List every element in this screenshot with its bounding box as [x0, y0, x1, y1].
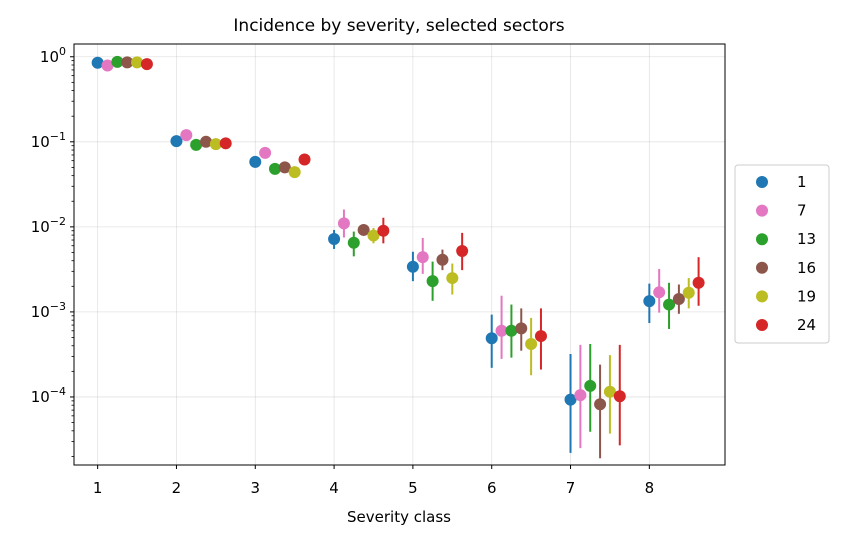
series-7: [101, 59, 666, 449]
data-point: [505, 324, 518, 337]
data-point: [426, 275, 439, 288]
data-point: [268, 162, 281, 175]
legend-label: 7: [797, 202, 807, 220]
data-point: [495, 324, 508, 337]
legend-marker: [756, 233, 768, 246]
data-point: [367, 229, 380, 242]
data-point: [653, 286, 666, 299]
data-point: [328, 232, 341, 245]
x-tick-label: 7: [566, 479, 576, 497]
data-point: [672, 292, 685, 305]
data-point: [278, 161, 291, 174]
x-tick-label: 6: [487, 479, 497, 497]
data-point: [357, 223, 370, 236]
legend-marker: [756, 261, 768, 274]
data-point: [209, 138, 222, 151]
gridlines: [74, 44, 725, 465]
plot-frame: [73, 43, 726, 466]
data-point: [613, 390, 626, 403]
data-point: [170, 135, 183, 148]
data-point: [406, 260, 419, 273]
data-point: [534, 330, 547, 343]
data-point: [594, 398, 607, 411]
data-point: [249, 155, 262, 168]
y-tick-label: 10−3: [31, 300, 66, 321]
data-point: [219, 137, 232, 150]
x-tick-label: 2: [172, 479, 182, 497]
data-point: [682, 286, 695, 299]
data-point: [485, 332, 498, 345]
data-point: [200, 135, 213, 148]
y-tick-label: 10−4: [31, 385, 66, 406]
legend-label: 24: [797, 316, 816, 334]
data-point: [259, 146, 272, 159]
legend-label: 16: [797, 259, 816, 277]
data-point: [603, 385, 616, 398]
data-point: [347, 236, 360, 249]
x-tick-label: 1: [93, 479, 103, 497]
data-point: [377, 224, 390, 237]
x-tick-label: 4: [329, 479, 339, 497]
y-tick-label: 10−1: [31, 130, 66, 151]
data-point: [298, 153, 311, 166]
x-tick-label: 5: [408, 479, 418, 497]
data-point: [643, 295, 656, 308]
x-axis: 1 2 3 4 5 6 7 8: [93, 465, 654, 497]
data-point: [101, 59, 114, 72]
legend-marker: [756, 176, 768, 188]
legend: 1 7 13 16 19 24: [734, 164, 830, 344]
data-point: [515, 322, 528, 335]
data-point: [416, 251, 429, 264]
data-point: [446, 272, 459, 285]
x-tick-label: 3: [250, 479, 260, 497]
data-point: [663, 298, 676, 311]
legend-marker: [756, 204, 768, 217]
series-13: [111, 55, 676, 432]
data-point: [692, 276, 705, 289]
data-point: [436, 253, 449, 266]
legend-marker: [756, 290, 768, 303]
data-point: [180, 129, 193, 142]
x-axis-label: Severity class: [347, 508, 451, 526]
legend-label: 19: [797, 287, 816, 305]
legend-label: 13: [797, 230, 816, 248]
data-point: [140, 58, 153, 71]
series-1: [91, 56, 656, 453]
y-tick-label: 100: [40, 45, 66, 66]
data-point: [337, 217, 350, 230]
data-point: [525, 337, 538, 350]
data-point: [564, 393, 577, 406]
y-tick-label: 10−2: [31, 215, 66, 236]
data-point: [111, 55, 124, 68]
series-24: [140, 58, 705, 446]
data-point: [190, 138, 203, 151]
series-19: [131, 56, 695, 434]
series-16: [121, 56, 685, 459]
data-point: [574, 389, 587, 402]
data-point: [121, 56, 134, 69]
y-axis: 100 10−1 10−2 10−3 10−4: [31, 45, 74, 457]
legend-label: 1: [797, 173, 807, 191]
legend-marker: [756, 319, 768, 331]
data-point: [456, 245, 469, 258]
data-point: [131, 56, 144, 69]
data-point: [584, 379, 597, 392]
data-point: [91, 56, 104, 69]
chart-title: Incidence by severity, selected sectors: [233, 16, 564, 36]
x-tick-label: 8: [645, 479, 655, 497]
data-marks: [91, 55, 705, 459]
data-point: [288, 166, 301, 179]
